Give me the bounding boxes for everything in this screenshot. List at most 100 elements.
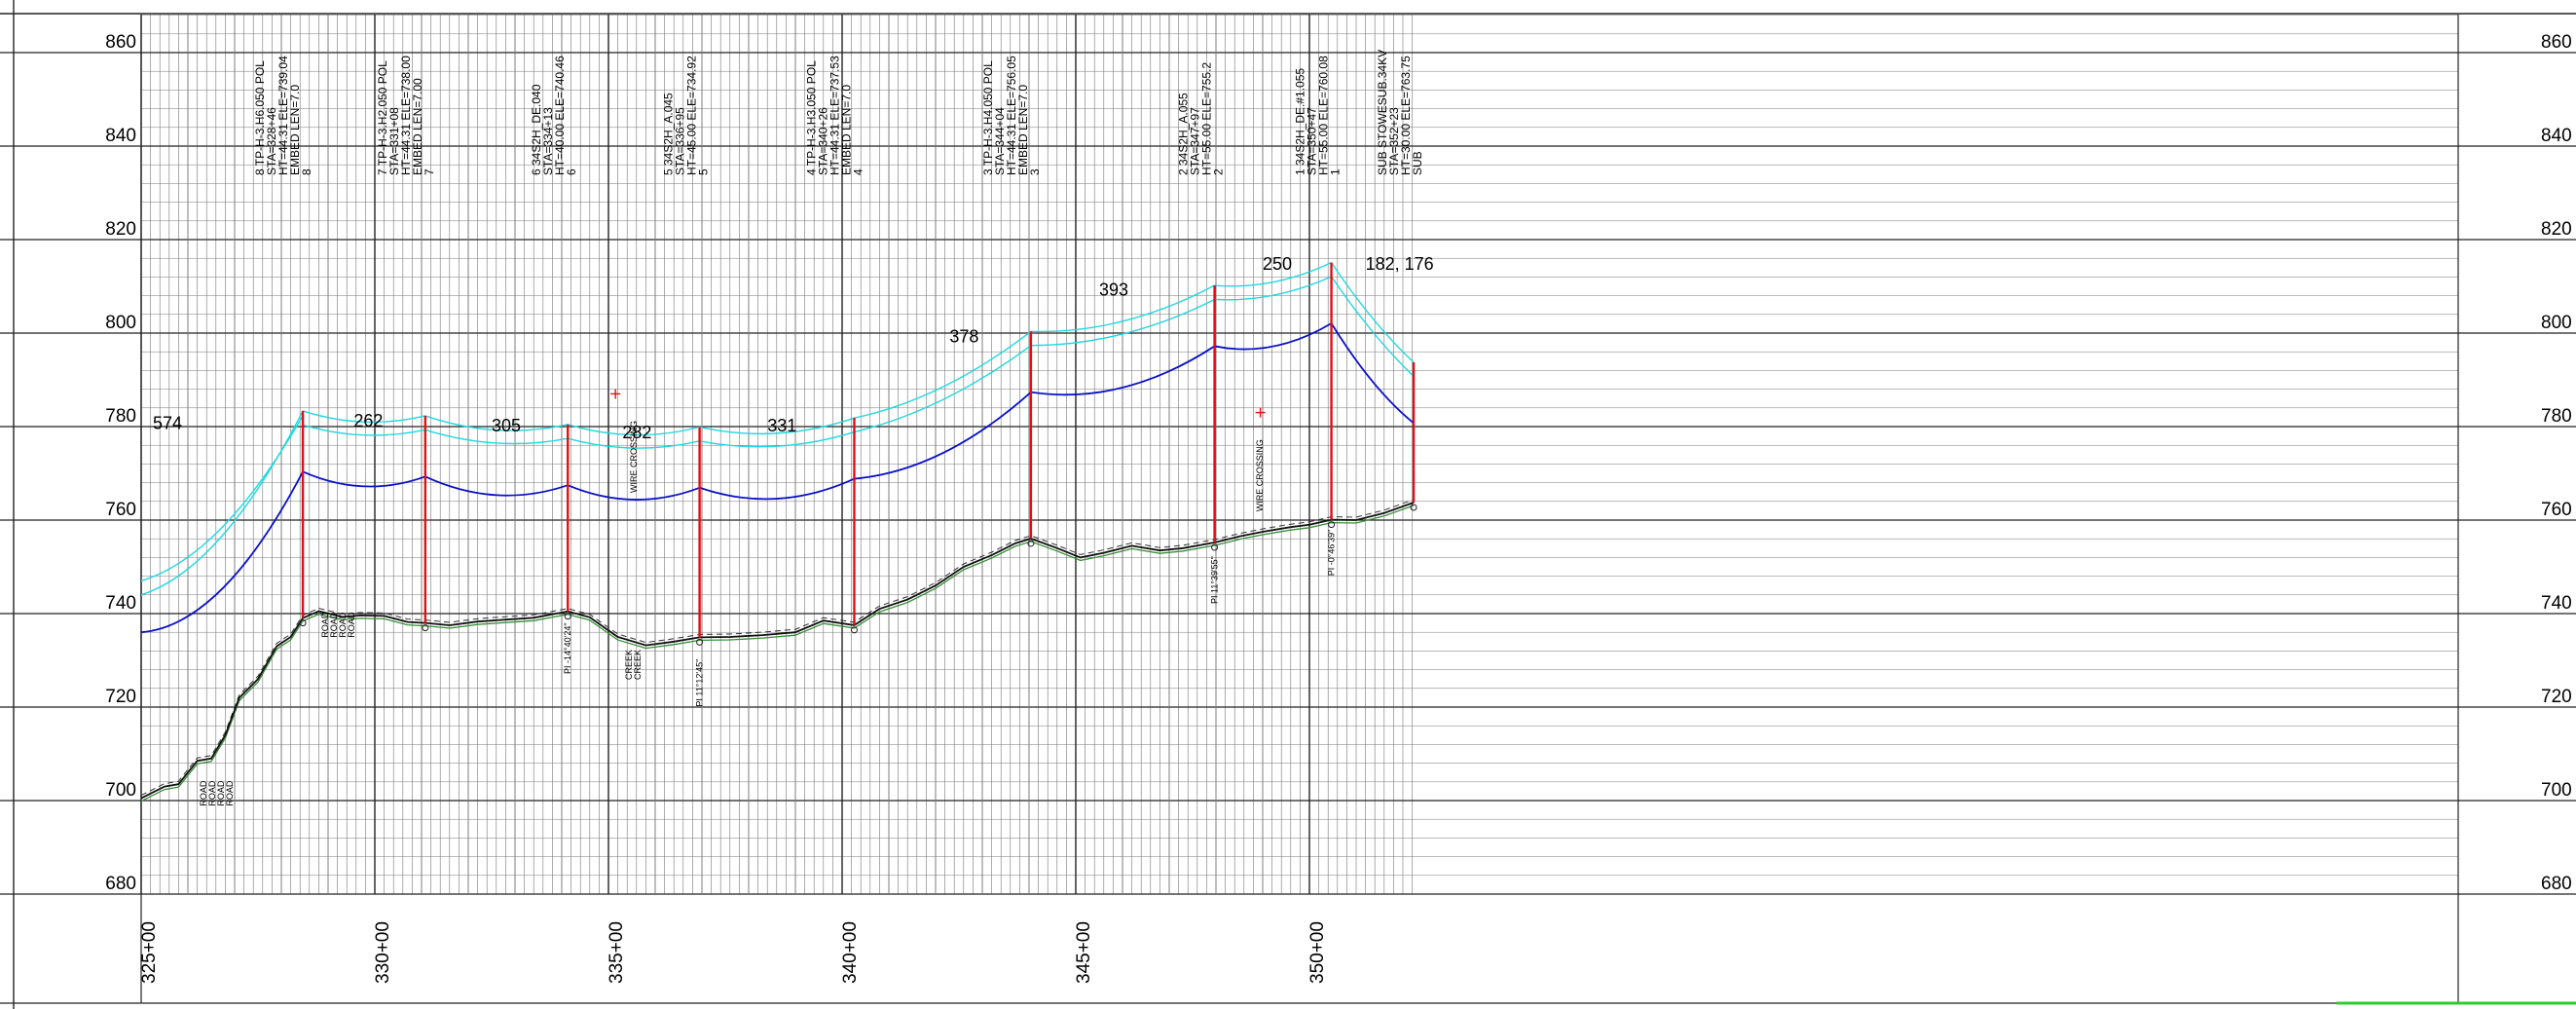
elevation-label-right: 860 xyxy=(2541,32,2572,53)
conductor-upper xyxy=(1030,298,1215,347)
structure-base-marker xyxy=(299,619,307,627)
conductor-upper xyxy=(1214,261,1332,287)
structure-label-line: SUB STOWESUB.34KV xyxy=(1376,50,1389,175)
pi-labels: PI -14°40'24" PI 11°12'45" PI 11°39'55" PI … xyxy=(563,530,1336,707)
station-label: 330+00 xyxy=(373,921,393,984)
structure-label-line: 4 TP-H-3.H3.050 POL xyxy=(804,60,818,175)
structure-label-line: HT=55.00 ELE=755.2 xyxy=(1200,62,1214,175)
structure-label-line: 5 xyxy=(697,168,711,175)
elevation-label-right: 740 xyxy=(2541,593,2572,614)
conductor-upper xyxy=(568,437,700,449)
annotation-text: ROAD xyxy=(347,612,356,638)
structure-label-line: 4 xyxy=(851,168,865,175)
conductor-catenaries xyxy=(140,261,1415,634)
conductor-upper xyxy=(699,417,855,435)
elevation-label-right: 700 xyxy=(2541,780,2572,801)
structure-label-line: STA=336+95 xyxy=(674,107,687,175)
structure-label-line: STA=350+47 xyxy=(1306,107,1319,175)
elevation-label: 780 xyxy=(105,406,136,427)
annotation-text: ROAD xyxy=(199,780,208,806)
structure-label-line: HT=44.31 ELE=737.53 xyxy=(828,56,841,175)
station-label: 335+00 xyxy=(607,921,627,984)
structure-label-line: EMBED LEN=7.0 xyxy=(288,85,302,175)
conductor-lower xyxy=(1330,322,1415,425)
conductor-upper xyxy=(302,424,425,436)
structure-label-line: HT=44.31 ELE=738.00 xyxy=(399,56,413,175)
annotation-text: ROAD xyxy=(207,780,217,806)
conductor-upper xyxy=(699,430,855,448)
elevation-label-right: 800 xyxy=(2541,313,2572,333)
structure-label-line: 5 34S2H_A.045 xyxy=(662,93,676,175)
conductor-upper xyxy=(1330,276,1415,377)
elevation-label: 860 xyxy=(105,32,136,53)
conductor-upper xyxy=(1214,276,1332,301)
station-labels: 325+00 330+00 335+00 340+00 345+00 350+00 xyxy=(139,921,1328,984)
structure-label-line: 7 TP-H-3.H2.050 POL xyxy=(376,60,389,175)
elevation-label: 720 xyxy=(105,687,136,707)
structure-label-line: 2 34S2H_A.055 xyxy=(1177,93,1191,175)
structure-base-marker xyxy=(422,624,429,632)
conductor-upper xyxy=(140,415,304,582)
span-labels: 574 262 305 282 331 378 393 250 182, 176 xyxy=(153,254,1434,442)
elevation-label-right: 780 xyxy=(2541,406,2572,427)
structure-label-line: HT=30.00 ELE=763.75 xyxy=(1399,56,1413,175)
pi-label: PI -14°40'24" xyxy=(563,622,572,674)
minor-grid xyxy=(140,15,2458,894)
structure-label-line: HT=55.00 ELE=760.08 xyxy=(1317,56,1331,175)
structure-label-line: STA=331+08 xyxy=(387,107,401,175)
structure-base-marker xyxy=(564,613,571,620)
span-label: 378 xyxy=(949,327,978,347)
structure-base-marker xyxy=(1410,504,1417,511)
conductor-upper xyxy=(854,345,1032,433)
structure-label-line: EMBED LEN=7.00 xyxy=(411,78,424,175)
structure-label-line: 6 xyxy=(565,168,578,175)
span-label: 262 xyxy=(353,411,383,430)
annotation-text: CREEK xyxy=(633,650,643,680)
pi-label: PI 11°39'55" xyxy=(1210,556,1220,604)
pi-label: PI -0°46'39" xyxy=(1327,530,1337,577)
structure-label-line: 2 xyxy=(1212,168,1226,175)
elevation-label: 760 xyxy=(105,500,136,520)
structure-label-line: 6 34S2H_DE.040 xyxy=(530,84,543,175)
conductor-lower xyxy=(1214,322,1333,351)
structure-label-line: STA=328+46 xyxy=(265,107,278,175)
annotation-text: ROAD xyxy=(338,612,348,638)
span-label: 305 xyxy=(492,416,521,435)
structure-base-marker xyxy=(696,638,704,646)
structure-label-line: STA=344+04 xyxy=(993,107,1007,175)
structures xyxy=(299,262,1417,646)
structure-label-line: STA=347+97 xyxy=(1189,107,1202,175)
elevation-label: 680 xyxy=(105,874,136,894)
structure-label-line: 8 xyxy=(300,168,313,175)
structure-label-line: 7 xyxy=(423,168,436,175)
structure-label-line: 1 xyxy=(1329,168,1343,175)
elevation-label: 820 xyxy=(105,219,136,240)
elevation-label-right: 720 xyxy=(2541,687,2572,707)
elevation-label-right: 680 xyxy=(2541,874,2572,894)
structure-label-line: HT=40.00 ELE=740.46 xyxy=(553,56,567,175)
elevation-label-right: 760 xyxy=(2541,500,2572,520)
conductor-lower xyxy=(1030,345,1216,396)
structure-label-line: HT=44.31 ELE=756.05 xyxy=(1005,56,1018,175)
structure-label-line: 3 TP-H-3.H4.050 POL xyxy=(981,60,995,175)
annotation-text: ROAD xyxy=(225,780,235,806)
structure-label-line: 3 xyxy=(1028,168,1042,175)
conductor-lower xyxy=(140,470,304,634)
annotation-text: WIRE CROSSING xyxy=(1255,439,1265,511)
elevation-label-right: 840 xyxy=(2541,126,2572,146)
annotation-text: ROAD xyxy=(216,780,226,806)
annotation-text: CREEK xyxy=(624,650,634,680)
elevation-label: 840 xyxy=(105,126,136,146)
conductor-upper xyxy=(568,424,700,436)
structure-label-line: STA=352+23 xyxy=(1387,107,1401,175)
structure-label-line: STA=334+13 xyxy=(541,107,555,175)
structure-base-marker xyxy=(1328,521,1336,529)
conductor-lower xyxy=(567,484,700,501)
conductor-lower xyxy=(699,477,855,501)
elevation-label: 700 xyxy=(105,780,136,801)
annotation-text: WIRE CROSSING xyxy=(629,421,639,493)
conductor-upper xyxy=(302,410,426,424)
conductor-upper xyxy=(1030,284,1215,333)
structure-label-line: 8 TP-H-3.H6.050 POL xyxy=(253,60,267,175)
structure-base-marker xyxy=(850,626,858,634)
